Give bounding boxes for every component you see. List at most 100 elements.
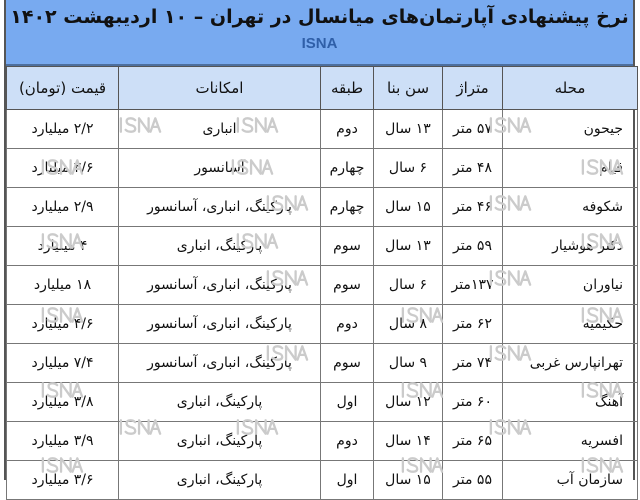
cell-text: ۵۷ متر: [453, 121, 492, 137]
cell-amenities: پارکینگ، انباری: [118, 382, 321, 422]
cell-building-age: ۱۴ سال: [373, 421, 443, 461]
cell-text: سوم: [333, 277, 361, 293]
cell-floor: چهارم: [320, 148, 374, 188]
cell-text: ۴ میلیارد: [37, 238, 88, 254]
cell-text: سوم: [333, 355, 361, 371]
cell-building-age: ۸ سال: [373, 304, 443, 344]
cell-text: ۵۵ متر: [453, 472, 492, 488]
table-row: جیحون ۵۷ متر ۱۳ سال دوم انباری ۲/۲ میلیارد: [6, 109, 638, 149]
cell-neighborhood: آهنگ: [502, 382, 638, 422]
cell-text: ۱۳۷متر: [451, 277, 494, 293]
cell-text: قیام: [599, 160, 623, 176]
cell-text: دوم: [336, 121, 358, 137]
cell-price: ۳/۹ میلیارد: [6, 421, 119, 461]
cell-amenities: آسانسور: [118, 148, 321, 188]
cell-text: پارکینگ، انباری، آسانسور: [147, 316, 292, 332]
cell-price: ۲/۲ میلیارد: [6, 109, 119, 149]
cell-text: ۴۸ متر: [453, 160, 492, 176]
cell-text: سوم: [333, 238, 361, 254]
cell-text: پارکینگ، انباری: [176, 394, 263, 410]
cell-price: ۳/۸ میلیارد: [6, 382, 119, 422]
cell-amenities: پارکینگ، انباری، آسانسور: [118, 304, 321, 344]
cell-neighborhood: حکیمیه: [502, 304, 638, 344]
cell-neighborhood: شکوفه: [502, 187, 638, 227]
cell-floor: اول: [320, 382, 374, 422]
cell-text: ۶ سال: [388, 160, 428, 176]
cell-text: ۱۳ سال: [385, 238, 431, 254]
cell-area: ۶۵ متر: [442, 421, 503, 461]
cell-neighborhood: سازمان آب: [502, 460, 638, 500]
cell-floor: چهارم: [320, 187, 374, 227]
cell-text: ۶ سال: [388, 277, 428, 293]
cell-building-age: ۹ سال: [373, 343, 443, 383]
cell-text: حکیمیه: [582, 316, 623, 332]
cell-text: دکتر هوشیار: [552, 238, 623, 254]
cell-text: ۱۴ سال: [385, 433, 431, 449]
cell-text: پارکینگ، انباری: [176, 472, 263, 488]
cell-building-age: ۶ سال: [373, 265, 443, 305]
page-title: نرخ پیشنهادی آپارتمان‌های میانسال در تهر…: [10, 6, 629, 28]
cell-text: چهارم: [329, 160, 365, 176]
cell-floor: اول: [320, 460, 374, 500]
cell-building-age: ۶ سال: [373, 148, 443, 188]
table-row: افسریه ۶۵ متر ۱۴ سال دوم پارکینگ، انباری ۳/۹ …: [6, 421, 638, 461]
cell-amenities: انباری: [118, 109, 321, 149]
cell-text: ۱۳ سال: [385, 121, 431, 137]
cell-text: نیاوران: [582, 277, 623, 293]
table-row: آهنگ ۶۰ متر ۱۲ سال اول پارکینگ، انباری ۳/۸ می…: [6, 382, 638, 422]
cell-text: ۶۲ متر: [453, 316, 492, 332]
cell-amenities: پارکینگ، انباری: [118, 421, 321, 461]
cell-text: ۶۵ متر: [453, 433, 492, 449]
cell-text: ۵۹ متر: [453, 238, 492, 254]
cell-text: تهرانپارس غربی: [529, 355, 623, 371]
price-table-card: نرخ پیشنهادی آپارتمان‌های میانسال در تهر…: [4, 0, 638, 500]
cell-text: ۱۵ سال: [385, 199, 431, 215]
cell-text: دوم: [336, 433, 358, 449]
cell-text: پارکینگ، انباری: [176, 238, 263, 254]
cell-text: پارکینگ، انباری، آسانسور: [147, 355, 292, 371]
cell-text: آسانسور: [194, 160, 245, 176]
cell-neighborhood: افسریه: [502, 421, 638, 461]
cell-floor: سوم: [320, 343, 374, 383]
cell-area: ۶۰ متر: [442, 382, 503, 422]
cell-building-age: ۱۵ سال: [373, 187, 443, 227]
column-header-building-age: سن بنا: [373, 66, 443, 110]
column-header-neighborhood: محله: [502, 66, 638, 110]
cell-text: آهنگ: [594, 394, 623, 410]
cell-amenities: پارکینگ، انباری: [118, 226, 321, 266]
cell-area: ۱۳۷متر: [442, 265, 503, 305]
cell-neighborhood: دکتر هوشیار: [502, 226, 638, 266]
cell-text: ۹ سال: [388, 355, 428, 371]
table-row: قیام ۴۸ متر ۶ سال چهارم آسانسور ۲/۶ میلیارد: [6, 148, 638, 188]
cell-text: ۲/۲ میلیارد: [31, 121, 94, 137]
cell-price: ۲/۶ میلیارد: [6, 148, 119, 188]
brand-label: ISNA: [301, 35, 338, 52]
cell-text: پارکینگ، انباری: [176, 433, 263, 449]
column-header-price: قیمت (تومان): [6, 66, 119, 110]
column-header-floor: طبقه: [320, 66, 374, 110]
cell-amenities: پارکینگ، انباری، آسانسور: [118, 187, 321, 227]
cell-floor: دوم: [320, 109, 374, 149]
cell-neighborhood: قیام: [502, 148, 638, 188]
cell-text: ۱۵ سال: [385, 472, 431, 488]
cell-text: ۷۴ متر: [453, 355, 492, 371]
cell-area: ۷۴ متر: [442, 343, 503, 383]
cell-price: ۴/۶ میلیارد: [6, 304, 119, 344]
column-header-amenities: امکانات: [118, 66, 321, 110]
cell-price: ۳/۶ میلیارد: [6, 460, 119, 500]
cell-price: ۷/۴ میلیارد: [6, 343, 119, 383]
cell-text: ۷/۴ میلیارد: [31, 355, 94, 371]
cell-building-age: ۱۲ سال: [373, 382, 443, 422]
cell-neighborhood: تهرانپارس غربی: [502, 343, 638, 383]
cell-amenities: پارکینگ، انباری: [118, 460, 321, 500]
cell-text: چهارم: [329, 199, 365, 215]
cell-area: ۵۵ متر: [442, 460, 503, 500]
cell-text: ۱۸ میلیارد: [33, 277, 92, 293]
cell-floor: سوم: [320, 226, 374, 266]
cell-building-age: ۱۳ سال: [373, 109, 443, 149]
cell-text: دوم: [336, 316, 358, 332]
cell-text: انباری: [202, 121, 237, 137]
cell-text: افسریه: [580, 433, 623, 449]
cell-text: ۲/۹ میلیارد: [31, 199, 94, 215]
cell-text: ۴/۶ میلیارد: [31, 316, 94, 332]
